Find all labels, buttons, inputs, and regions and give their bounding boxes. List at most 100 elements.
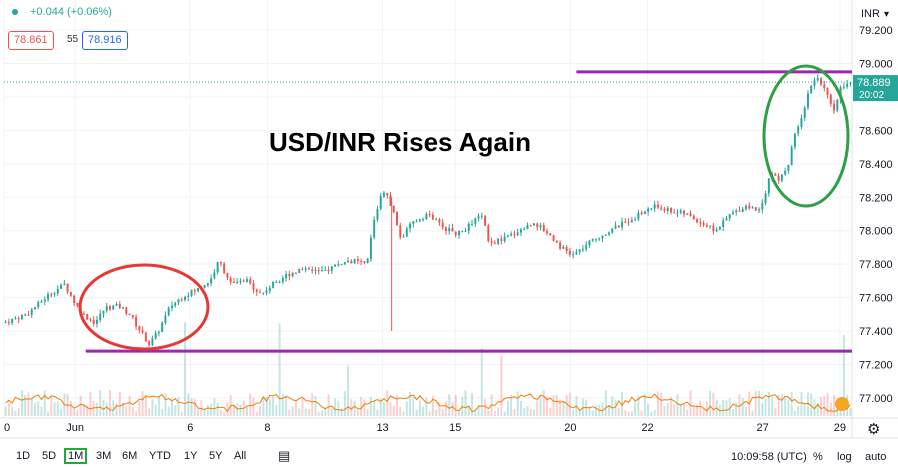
candle-body <box>34 307 36 310</box>
candle-body <box>151 338 154 346</box>
y-tick-label: 77.600 <box>859 293 893 305</box>
symbol-header: +0.044 (+0.06%) <box>6 6 112 18</box>
volume-bar <box>409 391 412 416</box>
candle-body <box>800 118 803 127</box>
volume-bar <box>216 402 219 416</box>
candle-body <box>745 205 747 209</box>
volume-bar <box>60 408 63 416</box>
range-3m[interactable]: 3M <box>96 450 112 462</box>
volume-bar <box>712 392 715 416</box>
range-6m[interactable]: 6M <box>122 450 138 462</box>
clock[interactable]: 10:09:58 (UTC) <box>731 451 807 463</box>
y-tick-label: 78.400 <box>859 159 893 171</box>
candle-body <box>255 289 258 292</box>
candle-body <box>728 214 731 219</box>
volume-bar <box>731 409 734 416</box>
date-range-icon[interactable]: ▤ <box>278 448 291 463</box>
auto-button[interactable]: auto <box>865 451 887 463</box>
candle-body <box>820 78 822 85</box>
candle-body <box>268 287 271 291</box>
candle-body <box>585 245 588 250</box>
volume-bar <box>278 323 281 416</box>
volume-bar <box>249 393 252 416</box>
volume-bar <box>679 404 682 416</box>
volume-bar <box>784 397 787 416</box>
log-button[interactable]: log <box>837 451 852 463</box>
y-tick-label: 78.200 <box>859 192 893 204</box>
range-all[interactable]: All <box>234 450 247 462</box>
candle-body <box>131 315 134 318</box>
candle-body <box>105 306 108 311</box>
range-5y[interactable]: 5Y <box>209 450 223 462</box>
volume-bar <box>236 403 239 416</box>
volume-bar <box>324 407 327 416</box>
candle-body <box>565 246 568 252</box>
volume-bar <box>76 409 79 416</box>
volume-bar <box>806 392 809 416</box>
volume-bar <box>793 411 796 416</box>
volume-bar <box>471 393 474 416</box>
volume-bar <box>157 395 160 416</box>
volume-bar <box>813 399 816 416</box>
candle-body <box>291 272 294 277</box>
volume-bar <box>69 401 72 416</box>
last-price-label: 78.889 <box>857 77 891 89</box>
annotation-text: USD/INR Rises Again <box>269 127 531 157</box>
volume-bar <box>692 405 695 416</box>
candle-body <box>722 220 725 227</box>
range-1m[interactable]: 1M <box>64 448 88 464</box>
range-ytd[interactable]: YTD <box>149 450 171 462</box>
candle-body <box>170 305 173 308</box>
candle-body <box>735 210 738 213</box>
volume-bar <box>800 391 803 416</box>
candle-body <box>506 235 509 237</box>
candle-body <box>816 78 819 81</box>
candle-body <box>637 212 640 220</box>
volume-bar <box>30 397 33 416</box>
candle-body <box>206 283 209 286</box>
candle-body <box>751 207 754 209</box>
range-5d[interactable]: 5D <box>42 450 57 462</box>
volume-bar <box>689 390 692 416</box>
volume-bar <box>307 409 310 416</box>
candle-body <box>27 314 30 316</box>
candle-body <box>526 224 529 230</box>
candle-body <box>386 193 389 196</box>
x-tick-label: 8 <box>264 422 270 434</box>
volume-bar <box>670 397 672 416</box>
candle-body <box>122 307 125 309</box>
candle-body <box>676 212 679 214</box>
bid-price[interactable]: 78.861 <box>8 31 54 50</box>
candle-body <box>705 225 708 227</box>
x-tick-label: 27 <box>757 422 769 434</box>
candle-body <box>50 294 53 296</box>
volume-bar <box>660 392 663 416</box>
volume-bar <box>206 405 209 416</box>
y-tick-label: 77.400 <box>859 326 893 338</box>
candle-body <box>581 249 584 251</box>
candle-body <box>252 283 255 290</box>
volume-bar <box>771 397 774 416</box>
range-1d[interactable]: 1D <box>16 450 31 462</box>
volume-bar <box>115 403 118 416</box>
ask-price[interactable]: 78.916 <box>82 31 128 50</box>
candle-body <box>275 281 278 283</box>
candle-body <box>190 289 193 296</box>
market-status-icon <box>12 9 18 15</box>
range-1y[interactable]: 1Y <box>184 450 198 462</box>
candle-body <box>444 227 447 232</box>
volume-bar <box>588 406 591 416</box>
candle-body <box>656 204 659 208</box>
candle-body <box>193 289 196 292</box>
x-tick-label: 29 <box>834 422 846 434</box>
volume-bar <box>774 408 777 416</box>
volume-bar <box>506 400 509 416</box>
volume-bar <box>500 355 503 416</box>
volume-bar <box>441 408 444 416</box>
volume-bar <box>360 397 363 416</box>
volume-bar <box>321 410 323 416</box>
candle-body <box>523 229 526 231</box>
percent-button[interactable]: % <box>813 451 823 463</box>
